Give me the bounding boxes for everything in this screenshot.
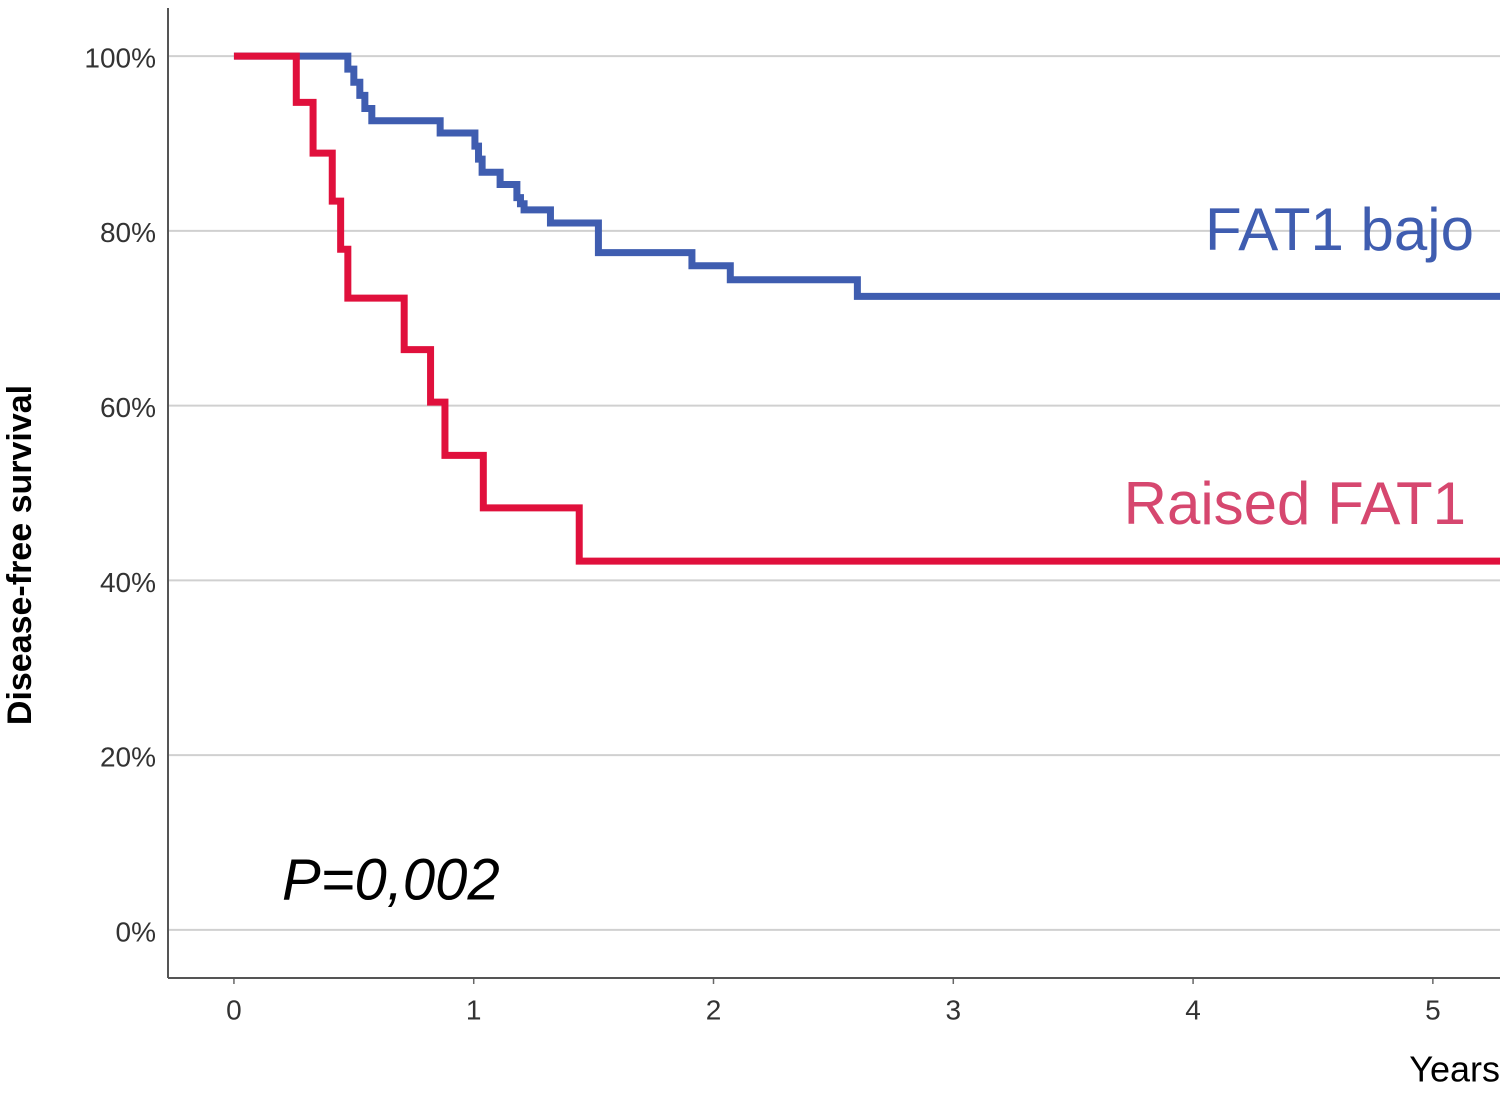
x-tick-label: 0	[226, 994, 242, 1025]
x-tick-label: 5	[1425, 994, 1441, 1025]
x-tick-label: 2	[706, 994, 722, 1025]
y-tick-label: 80%	[100, 217, 156, 248]
x-axis-title: Years	[1409, 1049, 1500, 1090]
y-tick-label: 0%	[116, 916, 156, 947]
survival-curve	[233, 52, 1500, 300]
x-tick-label: 3	[946, 994, 962, 1025]
series-label: Raised FAT1	[1124, 470, 1466, 537]
y-axis-title: Disease-free survival	[1, 385, 39, 725]
y-tick-label: 20%	[100, 742, 156, 773]
y-tick-label: 40%	[100, 567, 156, 598]
p-value: P=0,002	[282, 847, 500, 912]
survival-curve	[233, 52, 1500, 565]
series-label: FAT1 bajo	[1205, 196, 1474, 263]
x-tick-label: 1	[466, 994, 482, 1025]
y-tick-label: 60%	[100, 392, 156, 423]
y-tick-label: 100%	[84, 42, 156, 73]
x-tick-label: 4	[1185, 994, 1201, 1025]
